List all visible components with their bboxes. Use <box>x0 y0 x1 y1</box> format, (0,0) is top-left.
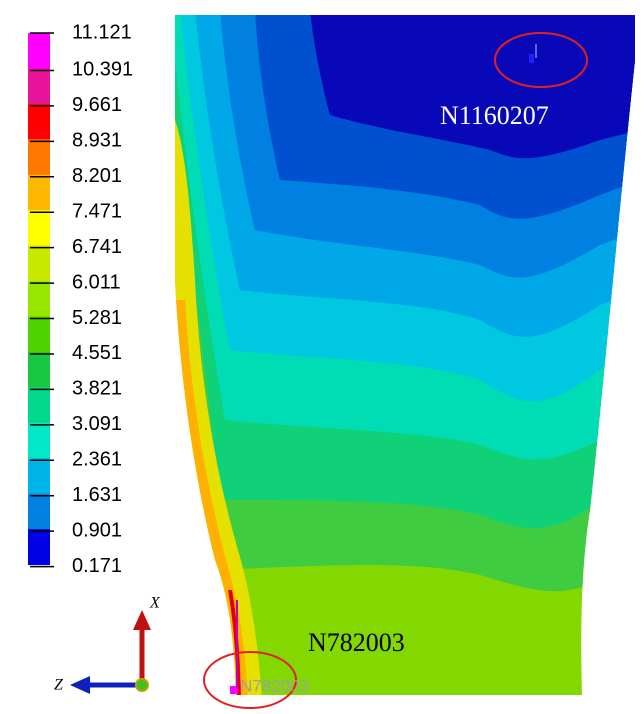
node-marker <box>529 54 534 63</box>
legend-swatch <box>28 458 50 495</box>
legend-swatch <box>28 139 50 176</box>
legend-label: 3.091 <box>72 413 122 435</box>
legend-label: 0.901 <box>72 519 122 541</box>
legend-label: 2.361 <box>72 449 122 471</box>
legend-swatch <box>28 174 50 211</box>
legend-label: 0.171 <box>72 555 122 577</box>
legend-label: 8.201 <box>72 165 122 187</box>
legend-swatch <box>28 210 50 247</box>
legend-label: 6.741 <box>72 236 122 258</box>
axis-label: X <box>149 595 161 612</box>
legend-swatch <box>28 33 50 69</box>
node-label: N782003 <box>240 676 309 695</box>
legend-swatch <box>28 422 50 459</box>
highlight-circle <box>203 651 297 709</box>
legend-swatch <box>28 387 50 424</box>
legend-label: 9.661 <box>72 94 122 116</box>
legend-swatch <box>28 68 50 105</box>
node-marker <box>230 686 238 694</box>
axis-label: Z <box>54 677 64 694</box>
legend-swatch <box>28 529 50 566</box>
legend-swatch <box>28 351 50 388</box>
legend-label: 1.631 <box>72 484 122 506</box>
legend-swatch <box>28 103 50 140</box>
node-label: N1160207 <box>440 101 549 130</box>
legend-label: 7.471 <box>72 200 122 222</box>
legend-swatch <box>28 281 50 317</box>
legend-label: 11.121 <box>72 21 132 43</box>
legend-label: 10.391 <box>72 59 133 81</box>
axis-triad: X Z <box>54 595 161 694</box>
legend-label: 3.821 <box>72 378 122 400</box>
legend-swatch <box>28 245 50 282</box>
node-label: N782003 <box>308 628 405 657</box>
legend-label: 4.551 <box>72 342 122 364</box>
legend-label: 8.931 <box>72 130 122 152</box>
legend-label: 6.011 <box>72 271 121 293</box>
highlight-circle <box>494 32 588 88</box>
legend: 11.121 10.391 9.661 8.931 8.201 7.471 6.741 6.0… <box>28 21 133 577</box>
legend-swatch <box>28 493 50 530</box>
legend-label: 5.281 <box>72 307 122 329</box>
contour-plot <box>175 15 635 695</box>
legend-swatch <box>28 316 50 353</box>
